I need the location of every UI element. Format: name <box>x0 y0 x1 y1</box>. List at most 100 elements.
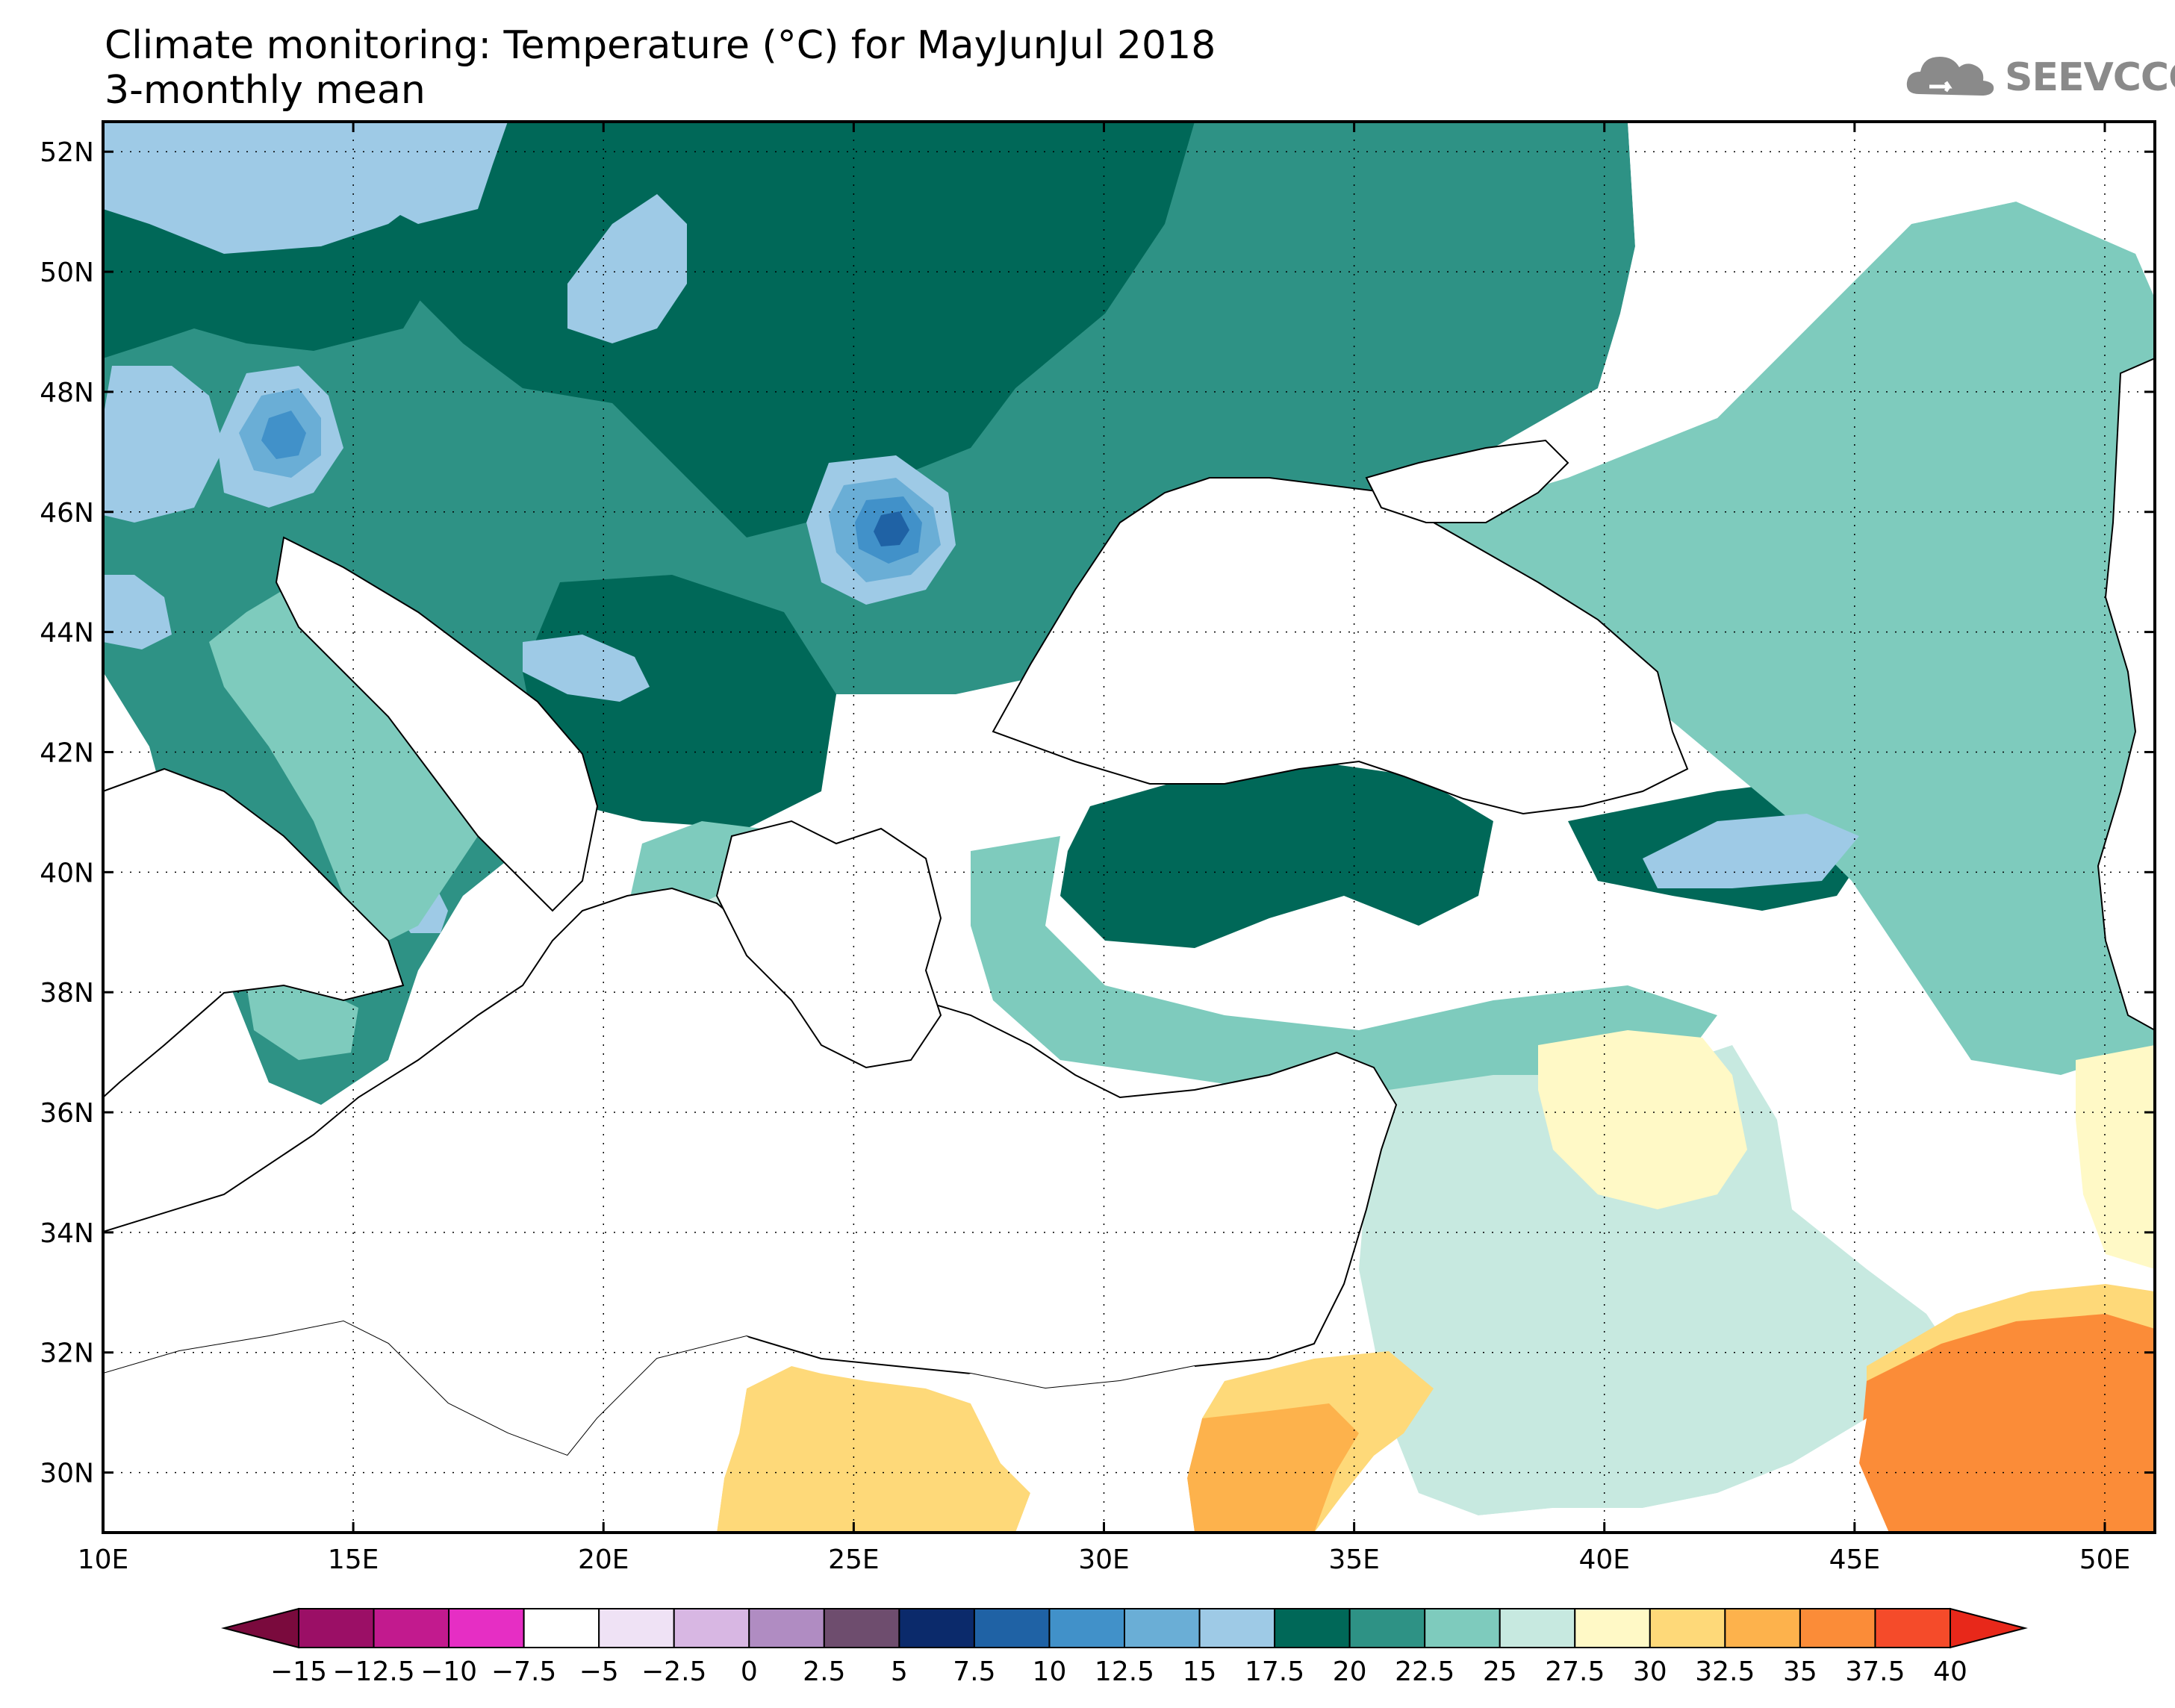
lat-tick-label: 50N <box>40 258 94 288</box>
colorbar-label: 30 <box>1633 1656 1667 1687</box>
region-20 <box>523 575 836 829</box>
colorbar-swatch <box>373 1608 450 1648</box>
lon-tick-label: 15E <box>328 1545 379 1575</box>
cloud-logo-icon <box>1906 57 1994 96</box>
colorbar-label: −12.5 <box>332 1656 414 1687</box>
region-37-5 <box>1859 1314 2155 1533</box>
aegean-sea <box>715 820 942 1069</box>
lon-tick-label: 50E <box>2079 1545 2131 1575</box>
lat-tick-label: 52N <box>40 137 94 168</box>
colorbar-swatch <box>298 1608 375 1648</box>
colorbar-swatch <box>598 1608 675 1648</box>
black-sea <box>992 477 1689 815</box>
lat-tick-label: 40N <box>40 858 94 888</box>
lon-tick-label: 40E <box>1578 1545 1630 1575</box>
colorbar-label: 37.5 <box>1845 1656 1905 1687</box>
region-25 <box>246 985 358 1060</box>
colorbar-swatch <box>673 1608 750 1648</box>
lon-tick-label: 35E <box>1328 1545 1380 1575</box>
colorbar-label: −5 <box>579 1656 619 1687</box>
longitude-axis: 10E 15E 20E 25E 30E 35E 40E 45E 50E <box>78 122 2131 1575</box>
adriatic-sea <box>275 536 599 912</box>
grid-lines <box>103 122 2155 1533</box>
region-25 <box>1911 202 2155 523</box>
region-15 <box>103 366 224 523</box>
colorbar-label: 5 <box>891 1656 908 1687</box>
colorbar-label: 2.5 <box>803 1656 845 1687</box>
region-25 <box>1419 209 2155 1075</box>
lat-tick-label: 42N <box>40 738 94 768</box>
colorbar-label: 27.5 <box>1545 1656 1605 1687</box>
colorbar-label: 7.5 <box>953 1656 995 1687</box>
lat-tick-label: 46N <box>40 498 94 529</box>
colorbar-swatch <box>898 1608 975 1648</box>
region-32-5 <box>717 1366 1030 1533</box>
colorbar: −15 −12.5 −10 −7.5 −5 −2.5 0 2.5 5 7.5 10 12.5 15 17.… <box>221 1607 2028 1687</box>
colorbar-swatch <box>1124 1608 1201 1648</box>
colorbar-under-arrow <box>221 1607 299 1649</box>
colorbar-label: 40 <box>1933 1656 1967 1687</box>
colorbar-label: −7.5 <box>491 1656 556 1687</box>
caspian-sea <box>2097 357 2155 1032</box>
colorbar-label: 25 <box>1483 1656 1517 1687</box>
colorbar-label: 17.5 <box>1245 1656 1304 1687</box>
colorbar-label: 22.5 <box>1395 1656 1454 1687</box>
arabia <box>1463 1418 1889 1533</box>
north-africa <box>926 1366 1202 1533</box>
region-10 <box>261 411 306 459</box>
region-20 <box>1060 761 1493 948</box>
colorbar-swatch <box>748 1608 825 1648</box>
region-7-5 <box>874 511 909 546</box>
temperature-field <box>103 122 2155 1533</box>
colorbar-label: 12.5 <box>1095 1656 1154 1687</box>
north-africa <box>103 1321 791 1533</box>
colorbar-swatch <box>1499 1608 1576 1648</box>
colorbar-label: 20 <box>1333 1656 1367 1687</box>
colorbar-swatch <box>523 1608 600 1648</box>
region-15 <box>1643 814 1859 888</box>
map-frame <box>102 120 2156 1534</box>
lon-tick-label: 25E <box>828 1545 880 1575</box>
colorbar-swatch <box>973 1608 1051 1648</box>
logo-text: SEEVCCC <box>2005 55 2175 100</box>
colorbar-swatch <box>1274 1608 1351 1648</box>
region-25 <box>971 836 1717 1097</box>
colorbar-swatch <box>1198 1608 1276 1648</box>
lat-tick-label: 38N <box>40 978 94 1009</box>
lat-tick-label: 30N <box>40 1459 94 1489</box>
colorbar-swatch <box>1874 1608 1952 1648</box>
lon-tick-label: 10E <box>78 1545 129 1575</box>
lat-tick-label: 48N <box>40 378 94 408</box>
lat-tick-label: 34N <box>40 1218 94 1249</box>
colorbar-label: 0 <box>741 1656 758 1687</box>
region-15 <box>567 194 687 343</box>
colorbar-swatch <box>1048 1608 1126 1648</box>
colorbar-swatch <box>1424 1608 1501 1648</box>
region-15 <box>103 575 172 649</box>
colorbar-label: 32.5 <box>1695 1656 1755 1687</box>
map-subtitle: 3-monthly mean <box>105 68 426 113</box>
colorbar-label: −2.5 <box>641 1656 706 1687</box>
colorbar-swatch <box>448 1608 525 1648</box>
lat-tick-label: 36N <box>40 1098 94 1129</box>
region-22-5 <box>103 122 1635 1105</box>
north-caspian <box>1598 122 2155 448</box>
colorbar-swatch <box>823 1608 900 1648</box>
lat-tick-label: 44N <box>40 618 94 649</box>
colorbar-label: −15 <box>270 1656 327 1687</box>
colorbar-label: 10 <box>1033 1656 1067 1687</box>
lon-tick-label: 20E <box>578 1545 629 1575</box>
lat-tick-label: 32N <box>40 1338 94 1369</box>
colorbar-swatch <box>1348 1608 1426 1648</box>
region-15 <box>523 635 650 702</box>
colorbar-label: 35 <box>1783 1656 1817 1687</box>
region-30 <box>2076 1045 2155 1269</box>
map-title: Climate monitoring: Temperature (°C) for… <box>105 23 1216 68</box>
latitude-axis: 52N 50N 48N 46N 44N 42N 40N 38N 36N 34N 32N 30N <box>40 137 2155 1489</box>
region-15 <box>103 122 448 254</box>
colorbar-over-arrow <box>1950 1607 2028 1649</box>
colorbar-label: 15 <box>1183 1656 1217 1687</box>
azov-sea <box>1365 439 1569 523</box>
colorbar-swatch <box>1799 1608 1876 1648</box>
